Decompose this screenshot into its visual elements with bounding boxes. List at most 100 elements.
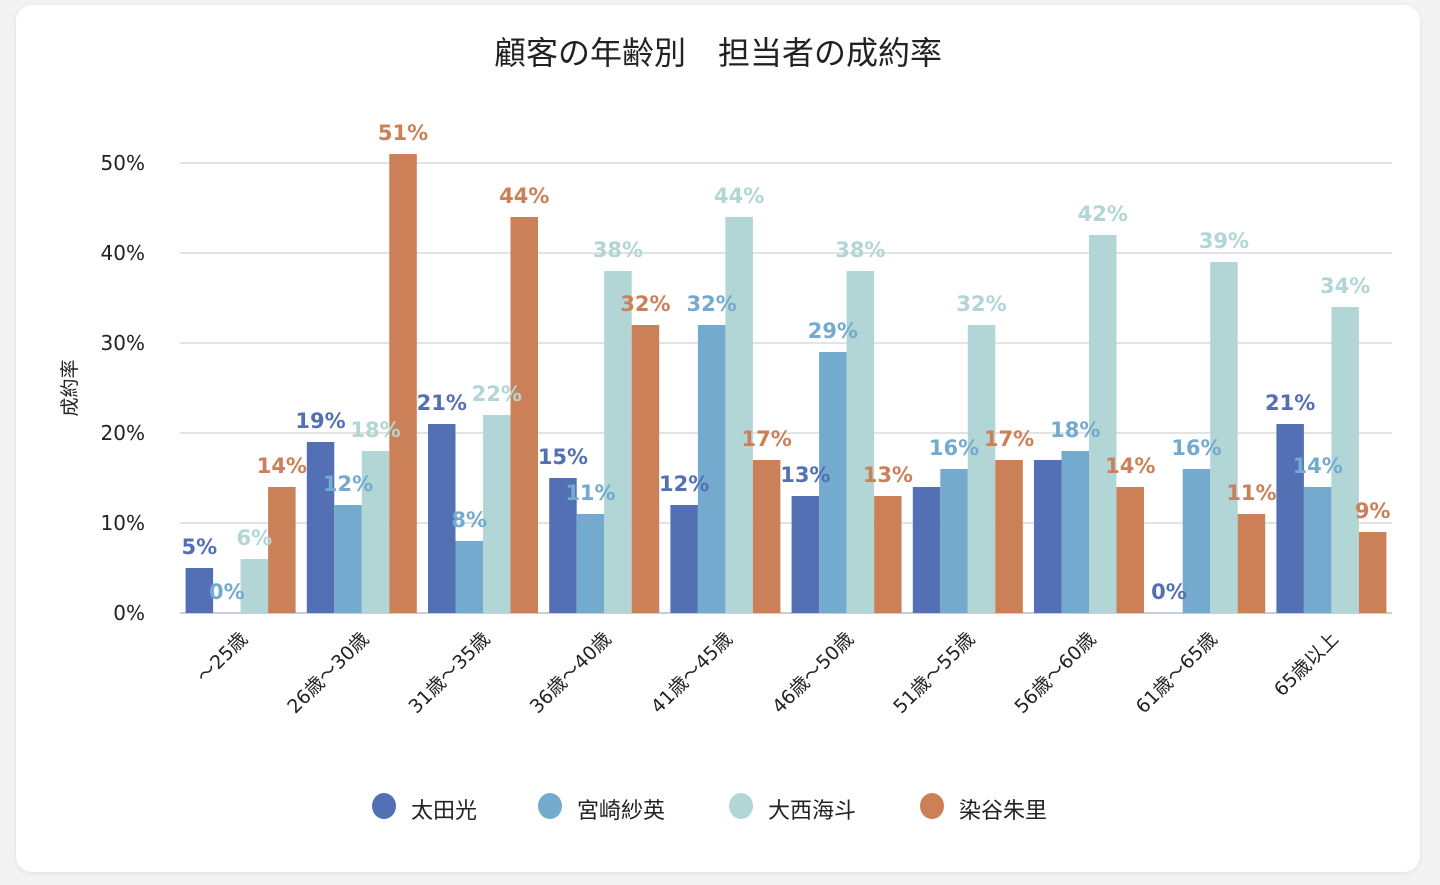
data-label: 32%: [620, 292, 670, 316]
data-label: 18%: [1050, 418, 1100, 442]
data-label: 17%: [984, 427, 1034, 451]
data-label: 16%: [1171, 436, 1221, 460]
chart-title: 顧客の年齢別 担当者の成約率: [494, 34, 942, 72]
data-label: 38%: [835, 238, 885, 262]
bar: [428, 424, 456, 613]
bar: [791, 496, 820, 613]
x-tick-label: 31歳〜35歳: [404, 628, 494, 718]
bar: [1061, 451, 1089, 613]
data-label: 44%: [499, 184, 549, 208]
bar: [670, 505, 698, 613]
bar: [549, 478, 577, 613]
data-label: 18%: [350, 418, 400, 442]
y-axis-ticks: 0% 10% 20% 30% 40% 50%: [101, 151, 145, 625]
bar: [995, 460, 1023, 613]
bar: [1034, 460, 1062, 613]
data-label: 14%: [1293, 454, 1343, 478]
legend-label: 宮崎紗英: [577, 799, 665, 824]
data-label: 21%: [417, 391, 467, 415]
bar: [940, 469, 968, 613]
data-label: 44%: [714, 184, 764, 208]
bar: [1358, 532, 1387, 613]
legend-label: 染谷朱里: [959, 799, 1047, 824]
legend: 太田光 宮崎紗英 大西海斗 染谷朱里: [372, 793, 1047, 824]
y-tick-label: 40%: [101, 241, 145, 265]
data-label: 13%: [863, 463, 913, 487]
y-tick-label: 10%: [101, 511, 145, 535]
bar: [334, 505, 362, 613]
bar: [1237, 514, 1266, 613]
bar: [725, 217, 753, 613]
bar: [752, 460, 781, 613]
bar: [240, 559, 269, 613]
bar: [389, 154, 417, 613]
bar: [604, 271, 632, 613]
data-label: 19%: [295, 409, 345, 433]
data-label: 0%: [1151, 580, 1187, 604]
legend-item[interactable]: 宮崎紗英: [538, 793, 665, 824]
bar: [967, 325, 996, 613]
data-label: 11%: [1226, 481, 1276, 505]
data-label: 22%: [472, 382, 522, 406]
x-tick-label: 26歳〜30歳: [283, 628, 373, 718]
legend-item[interactable]: 染谷朱里: [920, 793, 1047, 824]
data-label: 32%: [687, 292, 737, 316]
y-tick-label: 50%: [101, 151, 145, 175]
data-label: 51%: [378, 121, 428, 145]
bar: [697, 325, 726, 613]
legend-marker-icon: [538, 793, 562, 819]
y-axis-label: 成約率: [59, 359, 81, 416]
data-label: 6%: [237, 526, 273, 550]
data-label: 29%: [808, 319, 858, 343]
bar: [1303, 487, 1332, 613]
data-label: 34%: [1320, 274, 1370, 298]
bars: [185, 154, 1387, 613]
bar: [576, 514, 605, 613]
data-label: 11%: [565, 481, 615, 505]
y-tick-label: 0%: [113, 601, 145, 625]
data-label: 32%: [956, 292, 1006, 316]
data-label: 38%: [593, 238, 643, 262]
data-labels: 5% 0% 6% 14% 19% 12% 18% 51% 21% 8% 22% 44% 15% 11% 38…: [182, 121, 1391, 604]
legend-item[interactable]: 大西海斗: [729, 793, 856, 824]
bar: [455, 541, 483, 613]
bar: [912, 487, 941, 613]
bar: [268, 487, 296, 613]
x-tick-label: 41歳〜45歳: [647, 628, 737, 718]
bar: [1089, 235, 1117, 613]
legend-item[interactable]: 太田光: [372, 793, 477, 824]
x-tick-label: 36歳〜40歳: [526, 628, 616, 718]
bar: [306, 442, 335, 613]
data-label: 12%: [659, 472, 709, 496]
bar: [1182, 469, 1211, 613]
bar: [1210, 262, 1238, 613]
data-label: 21%: [1265, 391, 1315, 415]
y-tick-label: 30%: [101, 331, 145, 355]
y-tick-label: 20%: [101, 421, 145, 445]
bar: [874, 496, 902, 613]
legend-marker-icon: [729, 793, 753, 819]
data-label: 8%: [451, 508, 487, 532]
data-label: 9%: [1355, 499, 1391, 523]
bar: [1276, 424, 1304, 613]
data-label: 39%: [1199, 229, 1249, 253]
data-label: 14%: [1105, 454, 1155, 478]
x-tick-label: 51歳〜55歳: [889, 628, 979, 718]
x-tick-label: 〜25歳: [193, 628, 253, 688]
x-tick-label: 56歳〜60歳: [1010, 628, 1100, 718]
x-tick-label: 46歳〜50歳: [768, 628, 858, 718]
legend-marker-icon: [920, 793, 944, 819]
data-label: 5%: [182, 535, 218, 559]
x-tick-label: 65歳以上: [1270, 628, 1343, 701]
x-tick-label: 61歳〜65歳: [1132, 628, 1222, 718]
bar: [510, 217, 538, 613]
data-label: 12%: [323, 472, 373, 496]
legend-label: 太田光: [411, 799, 477, 824]
data-label: 42%: [1078, 202, 1128, 226]
bar: [631, 325, 660, 613]
data-label: 17%: [742, 427, 792, 451]
legend-label: 大西海斗: [768, 799, 856, 824]
data-label: 15%: [538, 445, 588, 469]
bar: [819, 352, 847, 613]
